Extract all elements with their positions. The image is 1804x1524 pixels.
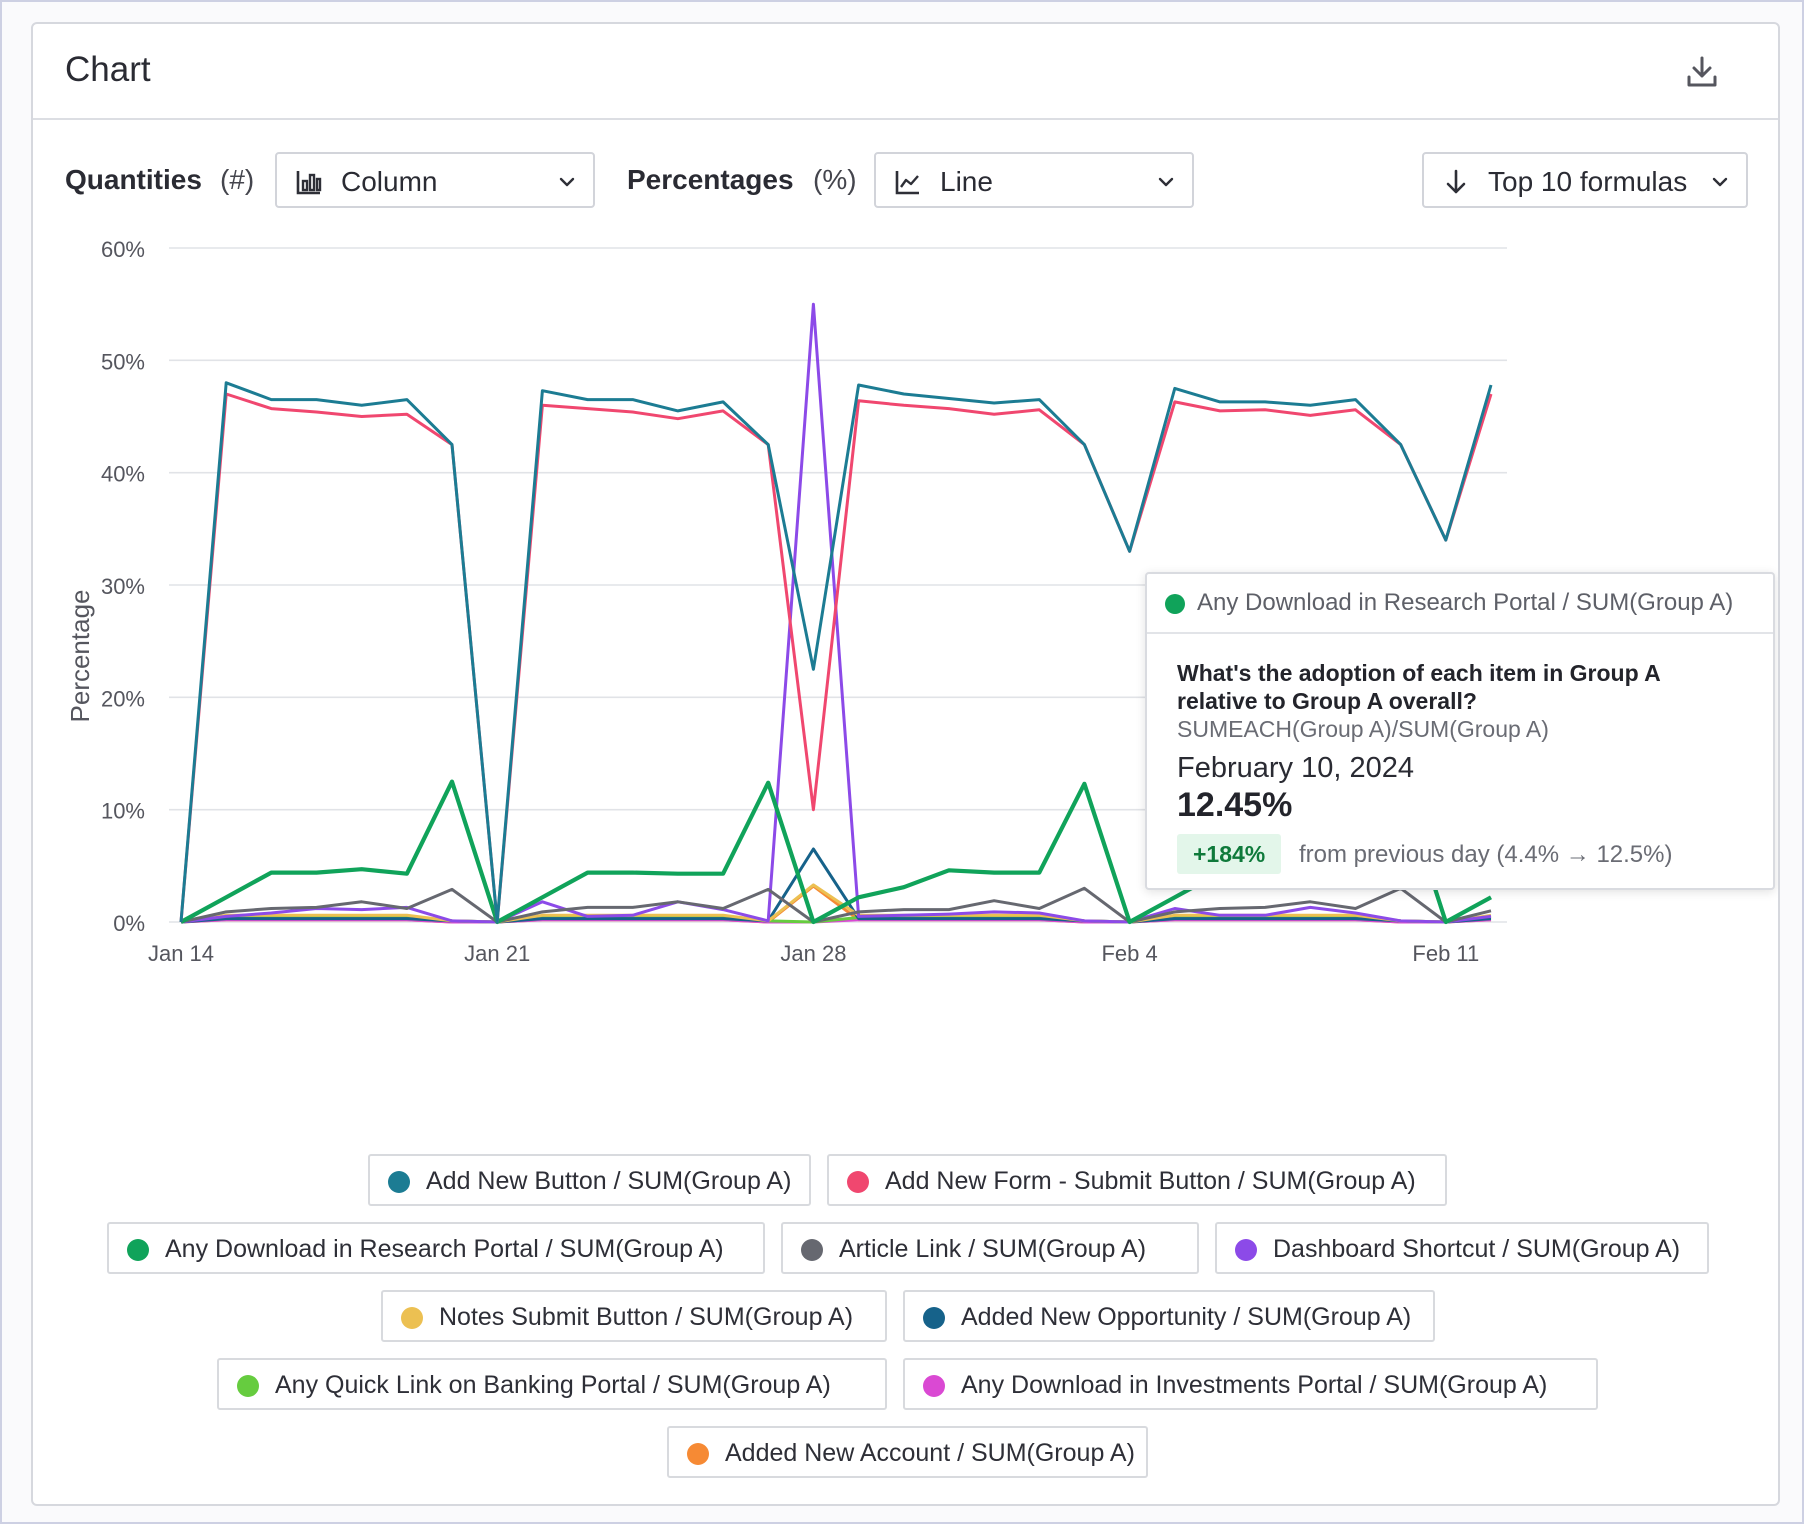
chevron-down-icon [1158, 177, 1174, 187]
legend-label: Any Download in Investments Portal / SUM… [961, 1371, 1548, 1399]
tooltip-series-name: Any Download in Research Portal / SUM(Gr… [1197, 589, 1734, 616]
legend-label: Add New Form - Submit Button / SUM(Group… [885, 1167, 1416, 1195]
tooltip-header: Any Download in Research Portal / SUM(Gr… [1147, 574, 1773, 634]
tooltip-date: February 10, 2024 [1177, 752, 1414, 784]
x-tick-label: Feb 11 [1412, 941, 1479, 966]
quantities-unit: (#) [220, 164, 255, 195]
legend-row: Notes Submit Button / SUM(Group A) Added … [33, 1290, 1778, 1344]
y-axis-label: Percentage [65, 590, 95, 723]
y-tick-label: 10% [101, 799, 145, 824]
tooltip-series-dot [1165, 594, 1185, 614]
x-tick-label: Jan 14 [148, 941, 214, 966]
legend-dot [127, 1239, 149, 1261]
sort-select-value: Top 10 formulas [1488, 166, 1688, 197]
legend-dot [923, 1307, 945, 1329]
legend-label: Any Download in Research Portal / SUM(Gr… [165, 1235, 724, 1263]
legend-label: Added New Opportunity / SUM(Group A) [961, 1303, 1412, 1331]
chevron-down-icon [1712, 177, 1728, 187]
legend-dot [1235, 1239, 1257, 1261]
legend-row: Add New Button / SUM(Group A) Add New For… [33, 1154, 1778, 1208]
percentages-unit: (%) [813, 164, 857, 195]
legend-dot [847, 1171, 869, 1193]
series-line[interactable] [179, 381, 1493, 924]
legend-label: Add New Button / SUM(Group A) [426, 1167, 792, 1195]
x-tick-label: Jan 21 [464, 941, 530, 966]
chart-tooltip: Any Download in Research Portal / SUM(Gr… [1145, 572, 1775, 890]
legend-item[interactable]: Any Download in Investments Portal / SUM… [903, 1358, 1598, 1410]
sort-formulas-select[interactable]: Top 10 formulas [1422, 152, 1748, 208]
tooltip-change-text: from previous day (4.4% → 12.5%) [1299, 841, 1673, 868]
y-tick-label: 0% [113, 911, 145, 936]
card-title: Chart [65, 50, 151, 89]
download-icon [1687, 56, 1717, 87]
quantities-select-value: Column [341, 166, 438, 197]
chart-controls: Quantities (#) Column Percentages (%) [33, 152, 1778, 210]
card-header: Chart [33, 24, 1778, 120]
legend-row: Any Quick Link on Banking Portal / SUM(G… [33, 1358, 1778, 1412]
quantities-label: Quantities [65, 164, 202, 195]
x-tick-label: Feb 4 [1101, 941, 1157, 966]
y-tick-label: 60% [101, 237, 145, 262]
line-chart-icon [895, 171, 919, 195]
tooltip-change-badge: +184% [1177, 834, 1282, 874]
legend-item[interactable]: Article Link / SUM(Group A) [781, 1222, 1199, 1274]
y-tick-label: 30% [101, 574, 145, 599]
legend-label: Dashboard Shortcut / SUM(Group A) [1273, 1235, 1681, 1263]
legend-label: Any Quick Link on Banking Portal / SUM(G… [275, 1371, 831, 1399]
legend-label: Notes Submit Button / SUM(Group A) [439, 1303, 854, 1331]
legend-dot [237, 1375, 259, 1397]
tooltip-question: What's the adoption of each item in Grou… [1177, 660, 1660, 714]
legend-dot [401, 1307, 423, 1329]
legend-item[interactable]: Notes Submit Button / SUM(Group A) [381, 1290, 887, 1342]
bar-chart-icon [296, 171, 322, 195]
line-chart: 0% 10% 20% 30% 40% 50% 60% Jan 14 Jan 21 Jan 28 F… [65, 237, 1507, 966]
series-line[interactable] [180, 886, 1492, 924]
legend-label: Added New Account / SUM(Group A) [725, 1439, 1135, 1467]
legend-dot [687, 1443, 709, 1465]
legend-dot [923, 1375, 945, 1397]
series-line[interactable] [180, 847, 1492, 924]
tooltip-value: 12.45% [1177, 786, 1293, 824]
legend-row: Added New Account / SUM(Group A) [33, 1426, 1778, 1480]
percentages-select-value: Line [940, 166, 993, 197]
legend-item[interactable]: Add New Form - Submit Button / SUM(Group… [827, 1154, 1447, 1206]
download-button[interactable] [1682, 52, 1722, 92]
percentages-chart-type-select[interactable]: Line [874, 152, 1194, 208]
legend-row: Any Download in Research Portal / SUM(Gr… [33, 1222, 1778, 1276]
legend-item[interactable]: Add New Button / SUM(Group A) [368, 1154, 811, 1206]
chart-card: Chart Quantities (#) Column [31, 22, 1780, 1506]
y-tick-label: 40% [101, 462, 145, 487]
y-tick-label: 50% [101, 349, 145, 374]
arrow-down-icon [1446, 169, 1466, 194]
legend-dot [801, 1239, 823, 1261]
quantities-chart-type-select[interactable]: Column [275, 152, 595, 208]
chevron-down-icon [559, 177, 575, 187]
series-line[interactable] [179, 392, 1493, 924]
legend-item[interactable]: Added New Opportunity / SUM(Group A) [903, 1290, 1435, 1342]
y-tick-label: 20% [101, 686, 145, 711]
x-tick-label: Jan 28 [780, 941, 846, 966]
legend-item[interactable]: Any Download in Research Portal / SUM(Gr… [107, 1222, 765, 1274]
legend-dot [388, 1171, 410, 1193]
legend-label: Article Link / SUM(Group A) [839, 1235, 1147, 1263]
legend-item[interactable]: Any Quick Link on Banking Portal / SUM(G… [217, 1358, 887, 1410]
tooltip-formula: SUMEACH(Group A)/SUM(Group A) [1177, 716, 1549, 742]
legend-item[interactable]: Dashboard Shortcut / SUM(Group A) [1215, 1222, 1709, 1274]
percentages-label: Percentages [627, 164, 794, 195]
legend-item[interactable]: Added New Account / SUM(Group A) [667, 1426, 1148, 1478]
